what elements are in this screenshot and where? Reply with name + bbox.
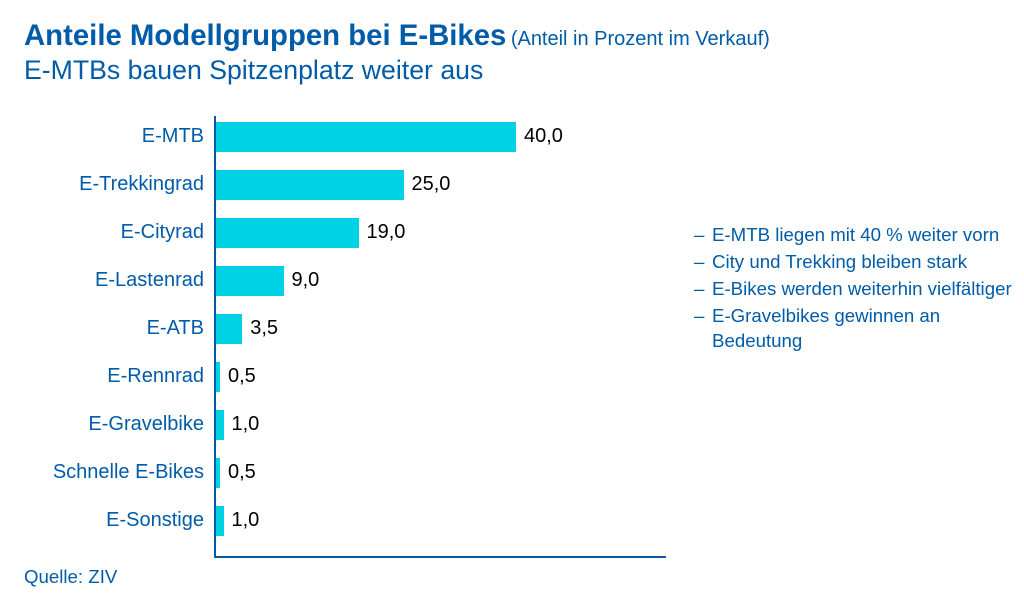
value-label: 1,0 — [232, 509, 260, 532]
bar — [216, 122, 516, 152]
bar — [216, 410, 224, 440]
title-paren: (Anteil in Prozent im Verkauf) — [511, 28, 770, 50]
subtitle: E-MTBs bauen Spitzenplatz weiter aus — [24, 55, 1000, 86]
value-label: 25,0 — [412, 173, 451, 196]
value-label: 0,5 — [228, 365, 256, 388]
category-label: E-Trekkingrad — [79, 173, 204, 196]
value-label: 19,0 — [367, 221, 406, 244]
bar — [216, 314, 242, 344]
bar — [216, 170, 404, 200]
value-label: 9,0 — [292, 269, 320, 292]
category-label: E-MTB — [142, 125, 204, 148]
value-label: 40,0 — [524, 125, 563, 148]
plot-area: E-MTB40,0 E-Trekkingrad25,0 E-Cityrad19,0 E… — [214, 116, 666, 558]
value-label: 0,5 — [228, 461, 256, 484]
bar-row: E-Gravelbike1,0 — [216, 410, 259, 440]
category-label: E-Lastenrad — [95, 269, 204, 292]
bar-row: E-Rennrad0,5 — [216, 362, 256, 392]
bar-row: E-Cityrad19,0 — [216, 218, 405, 248]
bullet-item: E-Bikes werden weiterhin vielfältiger — [694, 276, 1024, 301]
title-block: Anteile Modellgruppen bei E-Bikes (Antei… — [24, 18, 1000, 55]
bar-row: E-Trekkingrad25,0 — [216, 170, 450, 200]
bar-row: E-Lastenrad9,0 — [216, 266, 319, 296]
bar — [216, 266, 284, 296]
bullets-ul: E-MTB liegen mit 40 % weiter vornCity un… — [694, 222, 1024, 354]
category-label: E-Gravelbike — [88, 413, 204, 436]
bar — [216, 362, 220, 392]
category-label: E-ATB — [147, 317, 204, 340]
page: Anteile Modellgruppen bei E-Bikes (Antei… — [0, 0, 1024, 602]
bar — [216, 218, 359, 248]
content: E-MTB40,0E-Trekkingrad25,0E-Cityrad19,0E… — [24, 104, 1000, 574]
bar — [216, 458, 220, 488]
category-label: E-Cityrad — [121, 221, 204, 244]
value-label: 3,5 — [250, 317, 278, 340]
chart: E-MTB40,0E-Trekkingrad25,0E-Cityrad19,0E… — [24, 104, 684, 574]
value-label: 1,0 — [232, 413, 260, 436]
bullet-item: E-MTB liegen mit 40 % weiter vorn — [694, 222, 1024, 247]
category-label: E-Sonstige — [106, 509, 204, 532]
title-main: Anteile Modellgruppen bei E-Bikes — [24, 19, 506, 52]
bullet-list: E-MTB liegen mit 40 % weiter vornCity un… — [694, 222, 1024, 356]
bar-row: Schnelle E-Bikes0,5 — [216, 458, 256, 488]
category-label: Schnelle E-Bikes — [53, 461, 204, 484]
bar-row: E-ATB3,5 — [216, 314, 278, 344]
bar — [216, 506, 224, 536]
bullet-item: City und Trekking bleiben stark — [694, 249, 1024, 274]
category-label: E-Rennrad — [107, 365, 204, 388]
source-label: Quelle: ZIV — [24, 566, 117, 588]
bar-row: E-Sonstige1,0 — [216, 506, 259, 536]
bullet-item: E-Gravelbikes gewinnen an Bedeutung — [694, 303, 1024, 353]
bar-row: E-MTB40,0 — [216, 122, 563, 152]
